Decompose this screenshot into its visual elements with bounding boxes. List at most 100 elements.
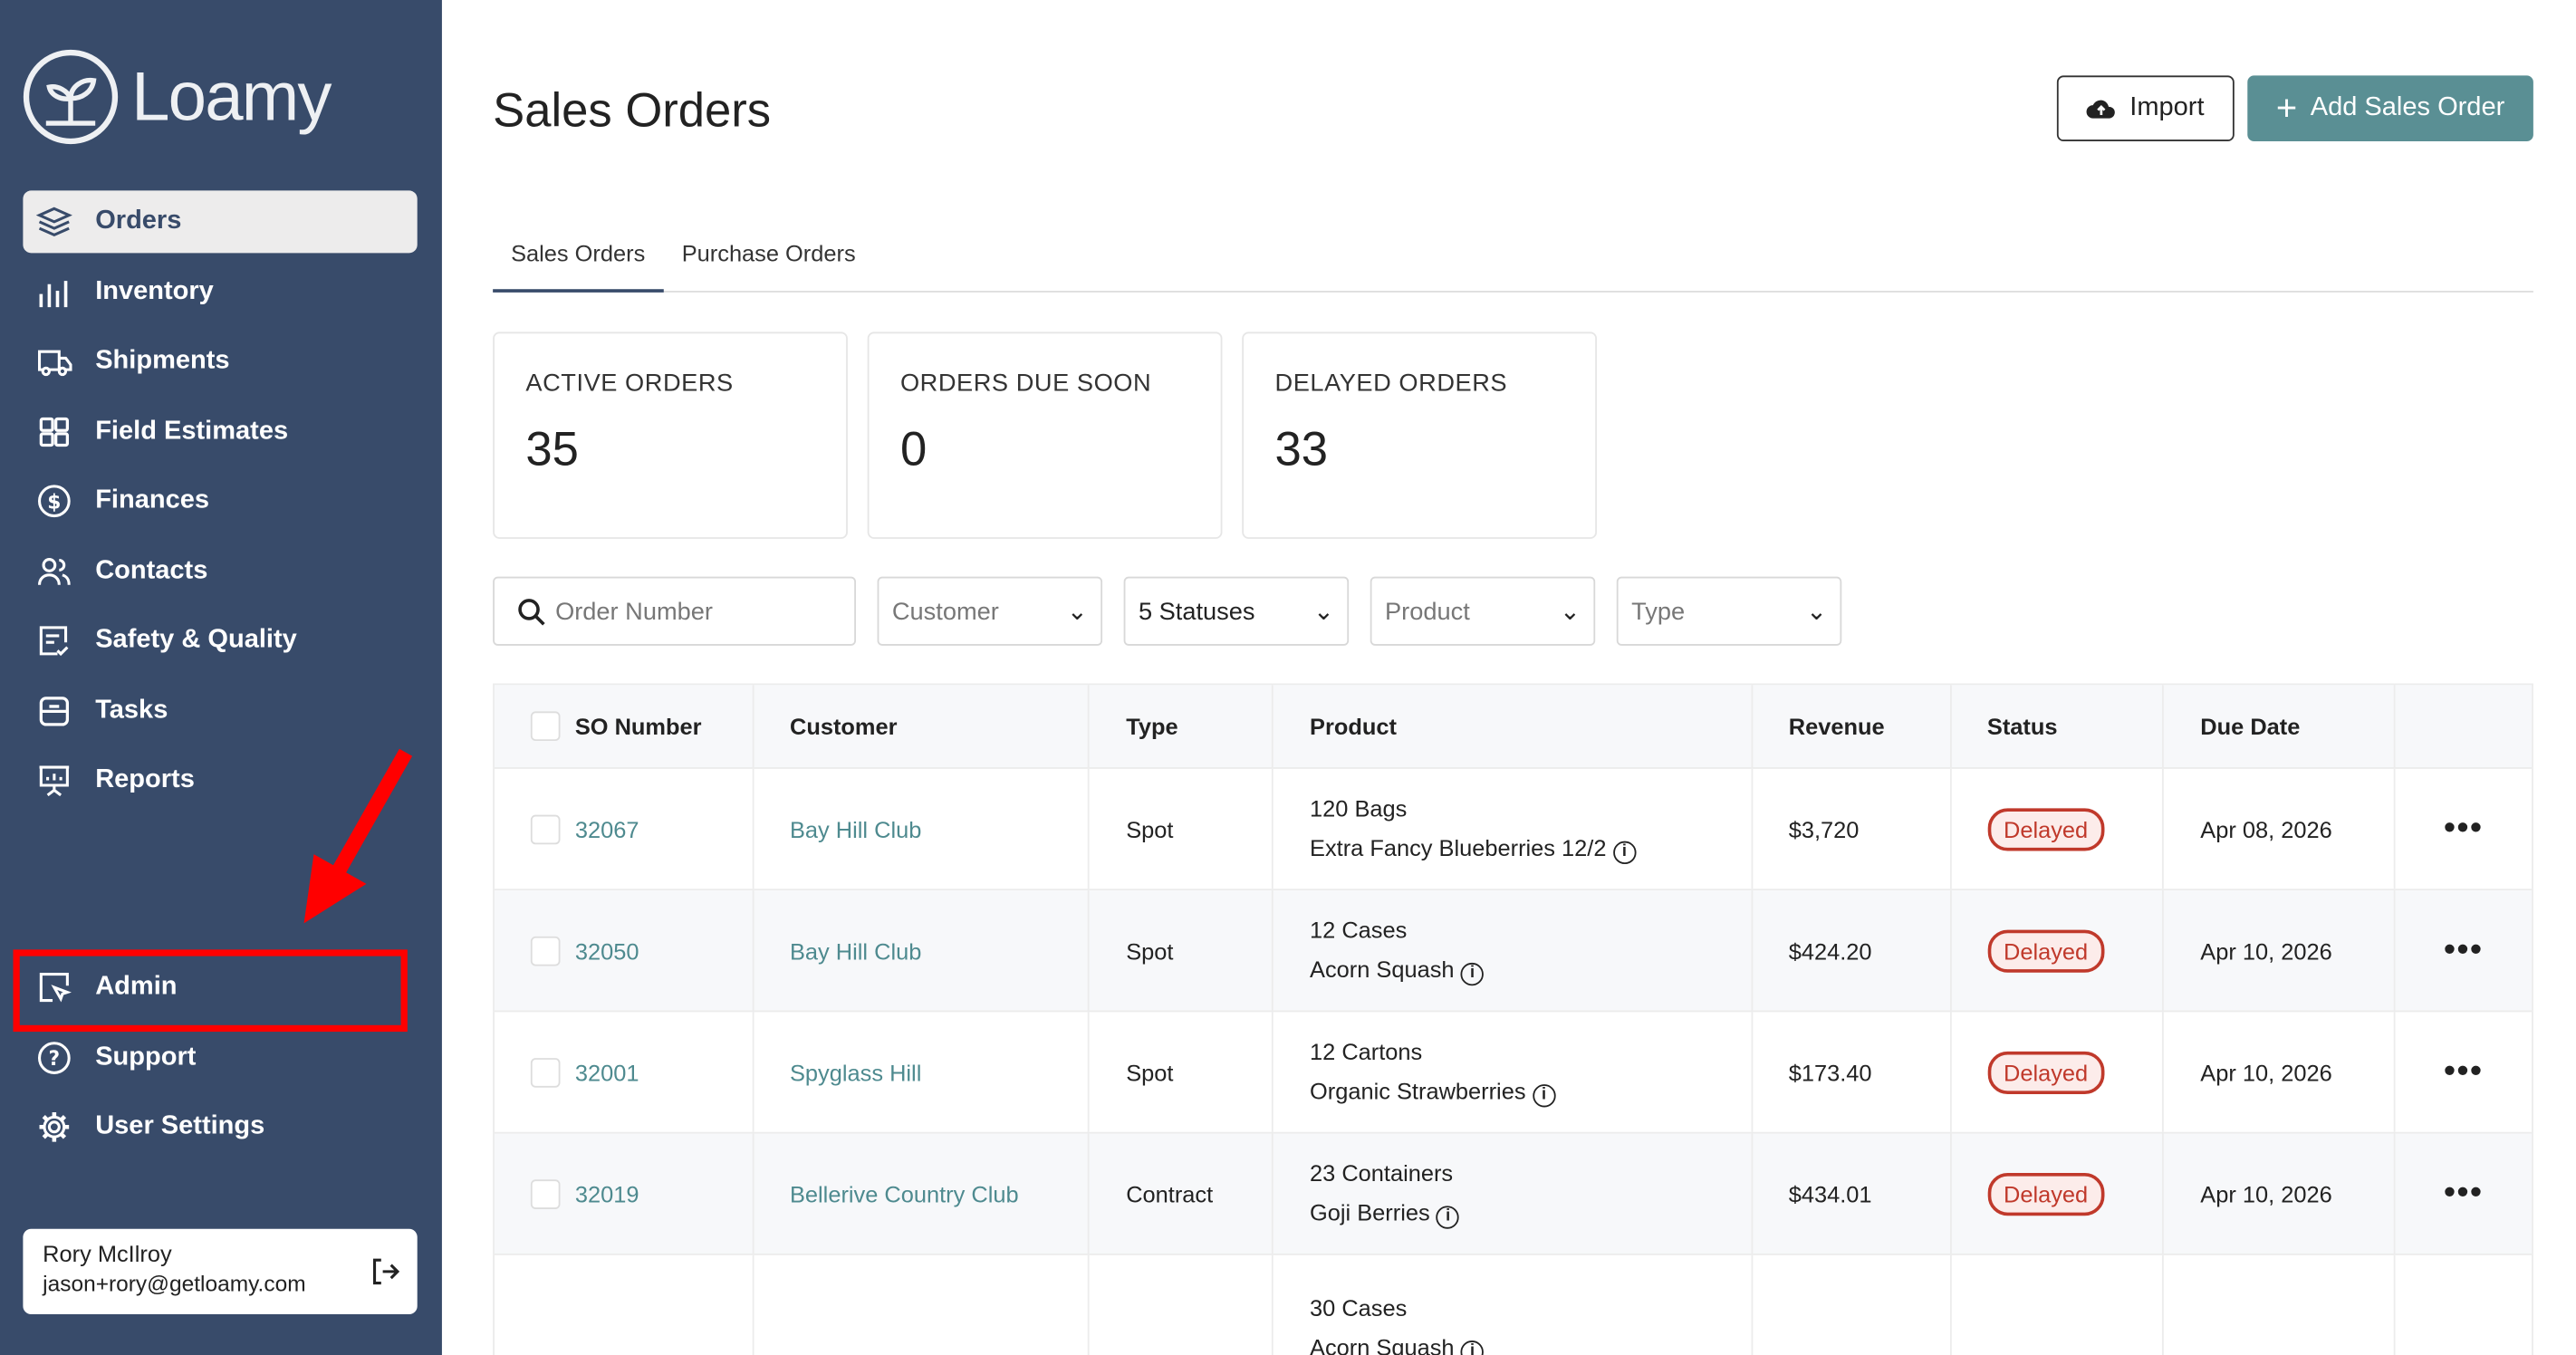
row-checkbox[interactable] bbox=[530, 1057, 561, 1087]
customer-filter-label: Customer bbox=[891, 597, 999, 626]
import-label: Import bbox=[2129, 93, 2205, 122]
column-header[interactable]: Due Date bbox=[2200, 713, 2301, 740]
loamy-logo[interactable]: Loamy bbox=[23, 49, 332, 145]
status-badge: Delayed bbox=[1986, 928, 2105, 972]
chevron-down-icon: ⌄ bbox=[1312, 598, 1334, 627]
column-header[interactable]: SO Number bbox=[574, 713, 702, 740]
product-quantity: 30 Cases bbox=[1310, 1293, 1408, 1321]
product-quantity: 12 Cartons bbox=[1310, 1037, 1423, 1064]
product-name: Extra Fancy Blueberries 12/2 bbox=[1310, 833, 1607, 860]
status-filter[interactable]: 5 Statuses ⌄ bbox=[1123, 576, 1350, 646]
sidebar-item-inventory[interactable]: Inventory bbox=[23, 260, 417, 322]
revenue: $173.40 bbox=[1788, 1058, 1872, 1086]
bar-chart-icon bbox=[39, 280, 68, 307]
type-filter[interactable]: Type ⌄ bbox=[1616, 576, 1842, 646]
page-title: Sales Orders bbox=[493, 85, 772, 139]
chevron-down-icon: ⌄ bbox=[1560, 598, 1581, 627]
column-header[interactable]: Revenue bbox=[1788, 713, 1885, 740]
so-number-link[interactable]: 32067 bbox=[574, 815, 639, 842]
table-row[interactable]: 32050 Bay Hill Club Spot 12 Cases Acorn Squa… bbox=[494, 890, 2533, 1013]
order-number-search[interactable]: Order Number bbox=[493, 576, 856, 646]
table-row[interactable]: 32019 Bellerive Country Club Contract 23 Co… bbox=[494, 1133, 2533, 1255]
sidebar-item-field-estimates[interactable]: Field Estimates bbox=[23, 400, 417, 463]
product-filter-label: Product bbox=[1385, 597, 1470, 626]
checklist-icon bbox=[39, 626, 69, 657]
column-header[interactable]: Customer bbox=[789, 713, 898, 740]
column-header[interactable]: Product bbox=[1310, 713, 1397, 740]
row-checkbox[interactable] bbox=[530, 935, 561, 966]
more-actions-icon[interactable]: ••• bbox=[2444, 1174, 2484, 1211]
annotation-highlight-box bbox=[13, 949, 408, 1033]
sidebar-item-contacts[interactable]: Contacts bbox=[23, 540, 417, 602]
stat-label: ORDERS DUE SOON bbox=[899, 370, 1152, 398]
user-email: jason+rory@getloamy.com bbox=[43, 1271, 306, 1297]
info-icon[interactable]: i bbox=[1436, 1205, 1460, 1228]
chevron-down-icon: ⌄ bbox=[1066, 598, 1088, 627]
order-type: Spot bbox=[1126, 815, 1174, 842]
customer-link[interactable]: Bellerive Country Club bbox=[789, 1180, 1019, 1207]
stat-label: ACTIVE ORDERS bbox=[525, 370, 734, 398]
column-header[interactable]: Status bbox=[1986, 713, 2058, 740]
sidebar: Loamy Orders Inventory Shipments Field Esti… bbox=[0, 0, 442, 1355]
add-sales-order-label: Add Sales Order bbox=[2310, 93, 2505, 122]
more-actions-icon[interactable]: ••• bbox=[2444, 931, 2484, 968]
search-placeholder: Order Number bbox=[555, 597, 713, 626]
sidebar-item-finances[interactable]: $ Finances bbox=[23, 470, 417, 533]
customer-link[interactable]: Bay Hill Club bbox=[789, 815, 922, 842]
info-icon[interactable]: i bbox=[1532, 1083, 1556, 1107]
customer-link[interactable]: Bay Hill Club bbox=[789, 937, 922, 964]
logout-icon[interactable] bbox=[368, 1255, 400, 1288]
import-button[interactable]: Import bbox=[2056, 75, 2235, 141]
customer-filter[interactable]: Customer ⌄ bbox=[877, 576, 1103, 646]
add-sales-order-button[interactable]: + Add Sales Order bbox=[2247, 75, 2533, 141]
sidebar-item-safety-quality[interactable]: Safety & Quality bbox=[23, 610, 417, 672]
tab-purchase-orders[interactable]: Purchase Orders bbox=[681, 239, 856, 266]
presentation-icon bbox=[39, 765, 70, 797]
row-checkbox[interactable] bbox=[530, 813, 561, 844]
sidebar-item-user-settings[interactable]: User Settings bbox=[23, 1096, 417, 1158]
sidebar-item-label: Reports bbox=[95, 765, 195, 794]
info-icon[interactable]: i bbox=[1460, 961, 1485, 985]
stat-value: 0 bbox=[899, 423, 928, 477]
sidebar-item-support[interactable]: ? Support bbox=[23, 1026, 417, 1089]
user-card[interactable]: Rory McIlroy jason+rory@getloamy.com bbox=[23, 1228, 418, 1315]
svg-text:$: $ bbox=[47, 491, 61, 514]
sidebar-item-label: Contacts bbox=[95, 555, 208, 584]
order-type: Spot bbox=[1126, 937, 1174, 964]
sidebar-item-label: Admin bbox=[95, 972, 178, 1001]
product-name: Acorn Squash bbox=[1310, 955, 1455, 982]
status-filter-label: 5 Statuses bbox=[1138, 597, 1255, 626]
gear-icon bbox=[39, 1111, 70, 1142]
chevron-down-icon: ⌄ bbox=[1806, 598, 1827, 627]
due-date: Apr 08, 2026 bbox=[2200, 815, 2332, 842]
tabs: Sales Orders Purchase Orders bbox=[493, 214, 2533, 293]
sidebar-item-orders[interactable]: Orders bbox=[23, 190, 418, 254]
stat-value: 33 bbox=[1274, 423, 1329, 477]
sidebar-item-shipments[interactable]: Shipments bbox=[23, 331, 417, 393]
product-quantity: 23 Containers bbox=[1310, 1158, 1454, 1186]
column-header[interactable]: Type bbox=[1126, 713, 1178, 740]
info-icon[interactable]: i bbox=[1612, 840, 1637, 864]
sidebar-item-admin[interactable]: Admin bbox=[23, 956, 417, 1019]
stat-card-active-orders: ACTIVE ORDERS 35 bbox=[493, 332, 848, 539]
product-filter[interactable]: Product ⌄ bbox=[1370, 576, 1596, 646]
so-number-link[interactable]: 32050 bbox=[574, 937, 639, 964]
sidebar-item-reports[interactable]: Reports bbox=[23, 749, 417, 812]
row-checkbox[interactable] bbox=[530, 1178, 561, 1209]
so-number-link[interactable]: 32001 bbox=[574, 1058, 639, 1086]
select-all-checkbox[interactable] bbox=[530, 711, 561, 742]
tab-sales-orders[interactable]: Sales Orders bbox=[493, 240, 664, 293]
table-row[interactable]: 30 Cases Acorn Squash i bbox=[495, 1254, 2532, 1355]
revenue: $434.01 bbox=[1788, 1180, 1872, 1207]
sidebar-item-tasks[interactable]: Tasks bbox=[23, 679, 417, 742]
table-row[interactable]: 32001 Spyglass Hill Spot 12 Cartons Organic … bbox=[494, 1012, 2533, 1134]
more-actions-icon[interactable]: ••• bbox=[2444, 1052, 2484, 1090]
info-icon[interactable]: i bbox=[1460, 1340, 1485, 1355]
customer-link[interactable]: Spyglass Hill bbox=[789, 1058, 922, 1086]
search-icon bbox=[518, 598, 545, 625]
admin-icon bbox=[39, 973, 72, 1003]
table-row[interactable]: 32067 Bay Hill Club Spot 120 Bags Extra Fanc… bbox=[494, 768, 2533, 891]
so-number-link[interactable]: 32019 bbox=[574, 1180, 639, 1207]
more-actions-icon[interactable]: ••• bbox=[2444, 810, 2484, 847]
product-name: Goji Berries bbox=[1310, 1198, 1430, 1225]
